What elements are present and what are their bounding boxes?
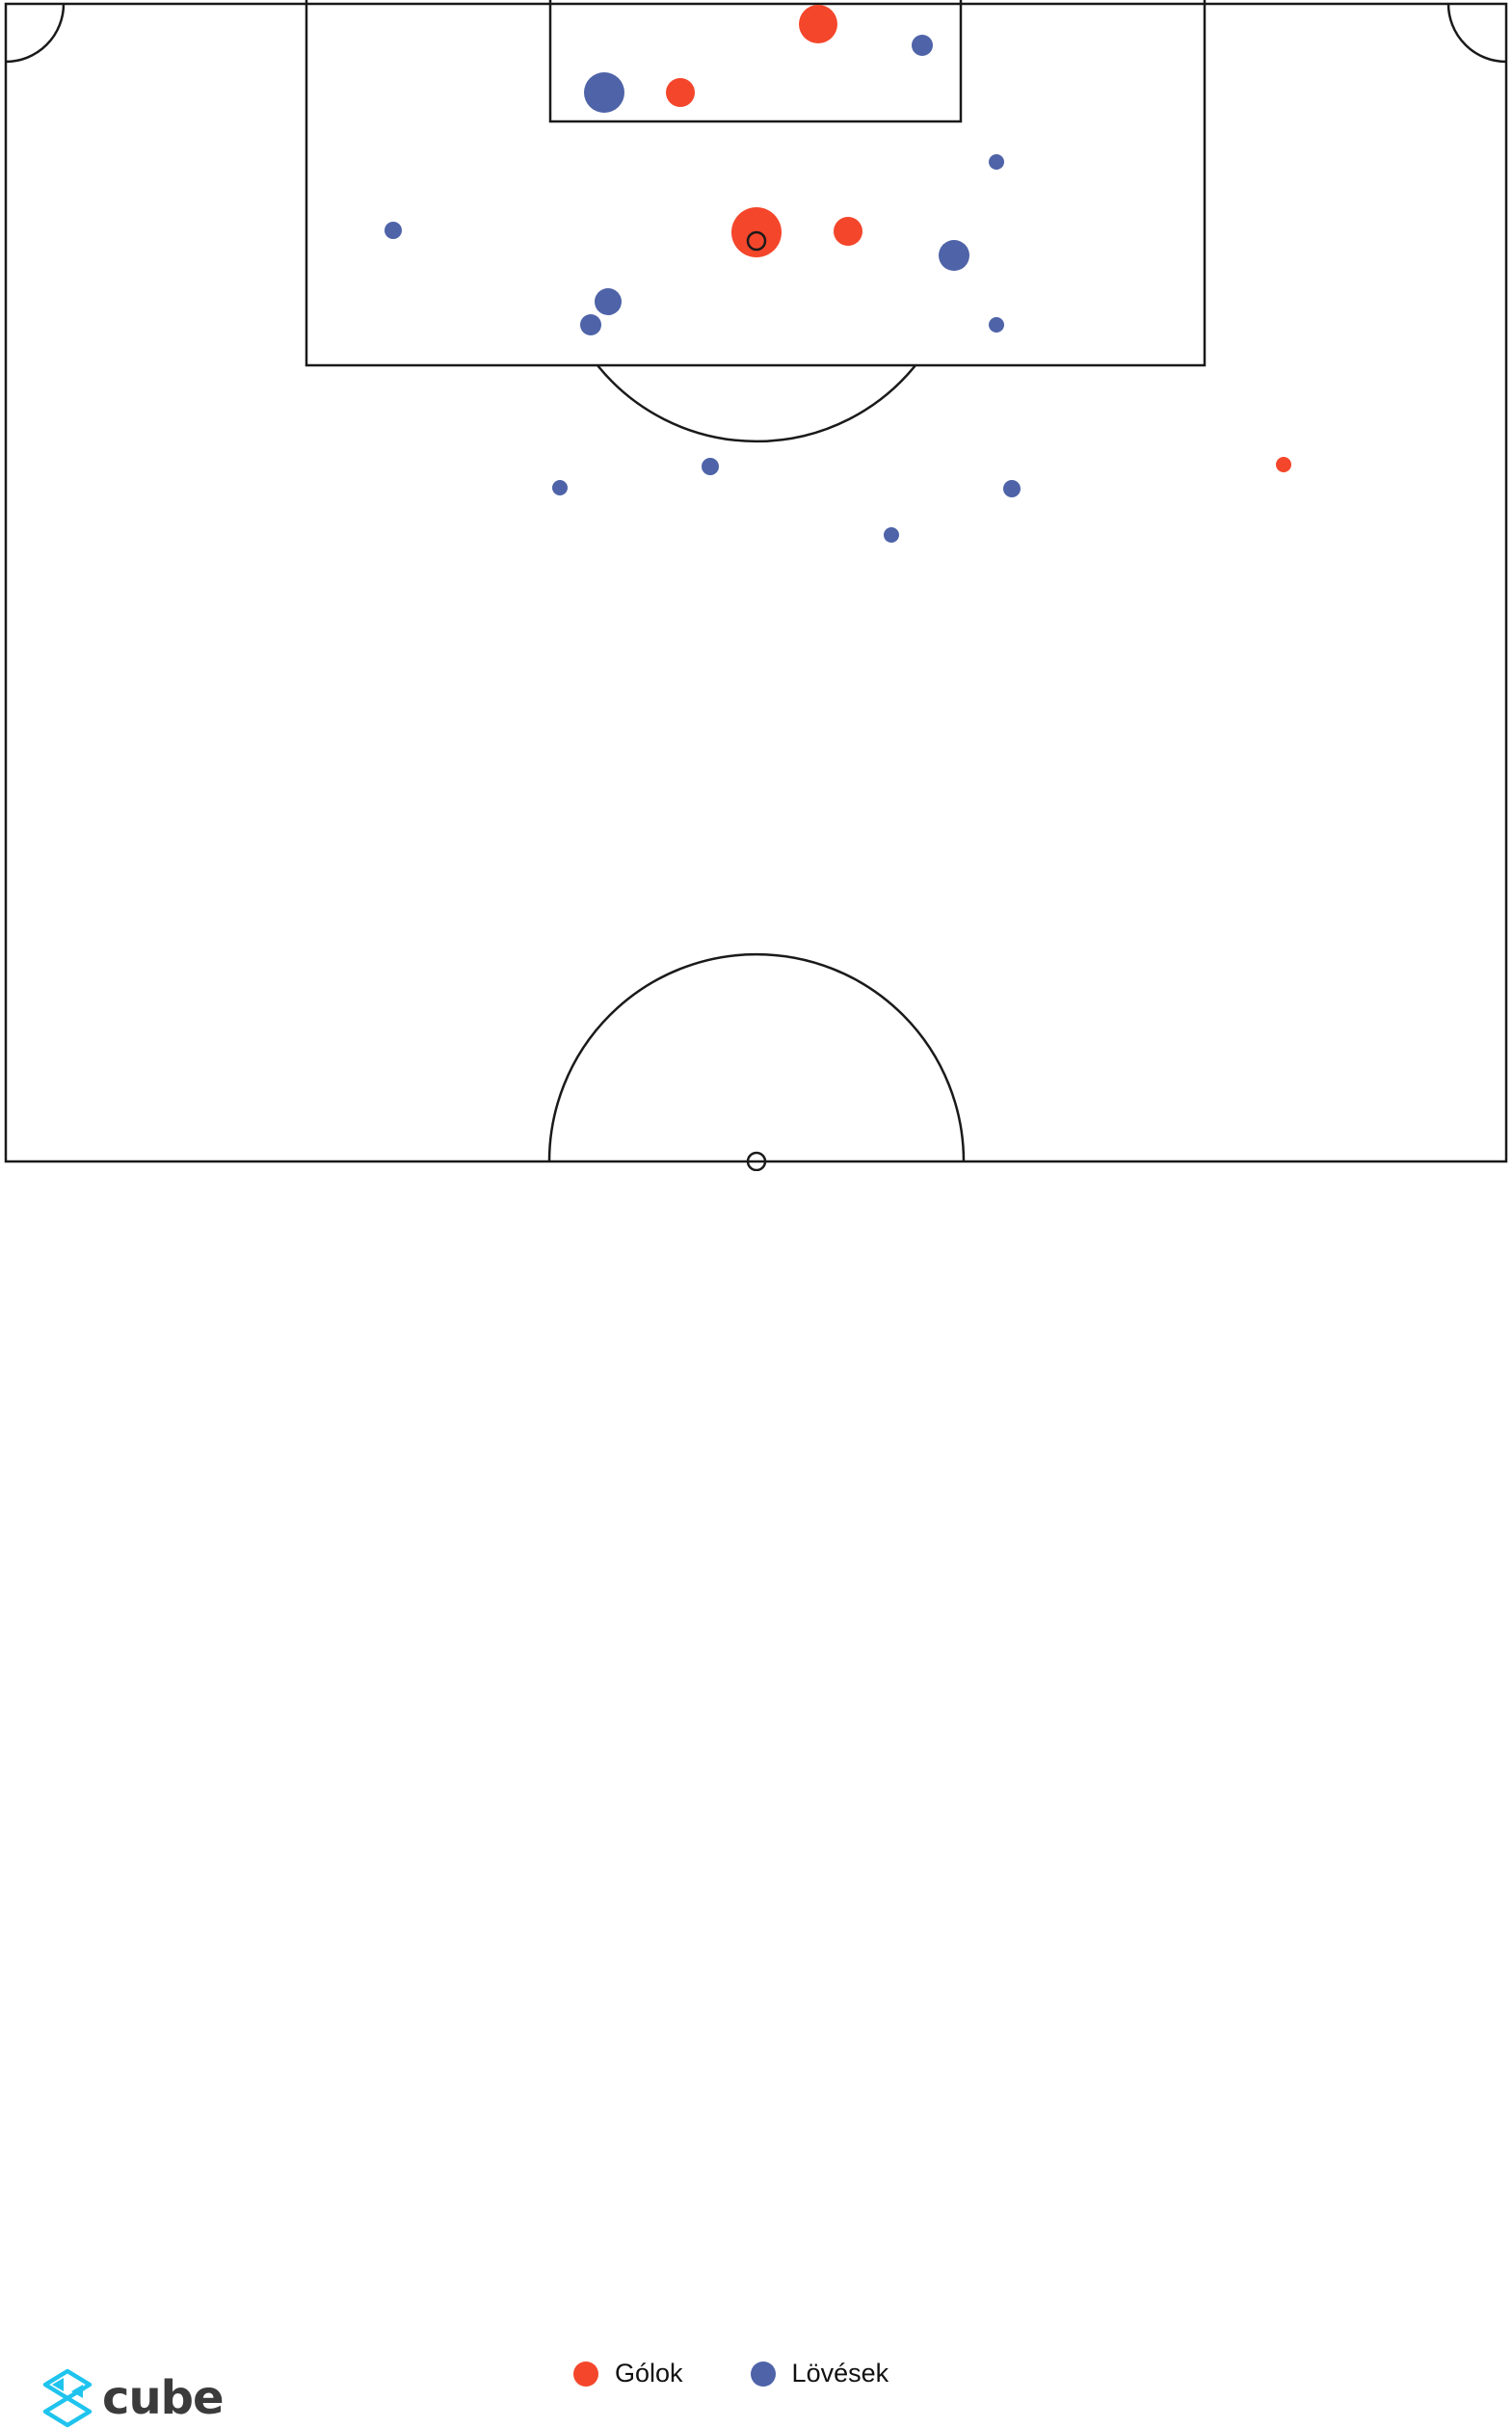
brand-wordmark: cube <box>102 2371 225 2425</box>
goal-area <box>548 0 963 123</box>
shot-marker[interactable] <box>1276 457 1291 472</box>
shot-marker[interactable] <box>989 317 1004 333</box>
centre-spot <box>746 1151 767 1171</box>
legend-swatch-goals <box>573 2361 598 2387</box>
legend-swatch-shots <box>750 2361 776 2387</box>
penalty-spot-overlay <box>746 230 767 252</box>
football-pitch <box>0 0 1512 1171</box>
cube-logo-icon <box>42 2368 93 2428</box>
footer-bar: cube Gólok Lövések <box>0 1171 1512 2428</box>
shot-marker[interactable] <box>595 288 622 315</box>
shot-marker[interactable] <box>584 72 624 113</box>
pitch-markings <box>4 0 1508 1171</box>
shot-points-layer <box>385 5 1291 543</box>
shot-marker[interactable] <box>385 222 402 239</box>
legend-item-shots[interactable]: Lövések <box>750 2359 889 2388</box>
corner-arc-top-right <box>1446 3 1507 64</box>
brand-logo: cube <box>42 2368 225 2428</box>
shot-marker[interactable] <box>884 527 899 543</box>
shot-marker[interactable] <box>939 240 969 271</box>
corner-arc-top-left <box>5 3 66 64</box>
centre-circle <box>547 952 966 1162</box>
shot-marker[interactable] <box>799 5 837 43</box>
shot-marker[interactable] <box>552 480 568 495</box>
shot-marker[interactable] <box>666 78 695 107</box>
shot-marker[interactable] <box>1003 480 1021 497</box>
shot-marker[interactable] <box>580 314 601 335</box>
legend-label-goals: Gólok <box>615 2359 683 2388</box>
chart-legend: Gólok Lövések <box>573 2359 889 2388</box>
legend-label-shots: Lövések <box>791 2359 889 2388</box>
pitch-background <box>0 0 1512 1171</box>
series-shots <box>385 35 1021 543</box>
penalty-area <box>305 0 1207 367</box>
pitch-outline <box>4 2 1508 1163</box>
shot-marker[interactable] <box>912 35 933 56</box>
shot-marker[interactable] <box>702 458 719 475</box>
legend-item-goals[interactable]: Gólok <box>573 2359 683 2388</box>
shot-marker[interactable] <box>834 217 862 246</box>
penalty-arc <box>597 364 916 443</box>
shot-marker[interactable] <box>989 154 1004 170</box>
